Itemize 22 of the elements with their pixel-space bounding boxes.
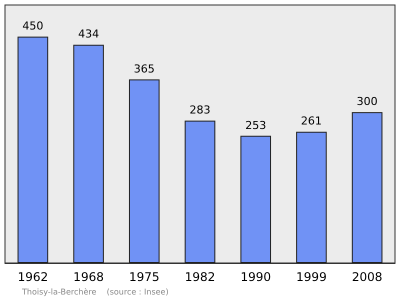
bar: [18, 36, 48, 263]
x-tick-label: 1962: [18, 270, 48, 284]
data-label: 450: [22, 20, 44, 33]
x-tick-label: 1999: [296, 270, 327, 284]
data-label: 365: [134, 62, 155, 76]
x-tick-label: 2008: [352, 270, 382, 284]
x-tick-label: 1990: [240, 270, 271, 284]
bar: [73, 44, 104, 263]
data-label: 434: [78, 28, 100, 41]
data-label: 300: [356, 95, 378, 108]
bar: [240, 136, 272, 263]
bar: [296, 132, 327, 263]
x-tick-label: 1982: [184, 270, 216, 284]
x-tick-label: 1968: [73, 270, 104, 284]
data-label: 283: [190, 104, 210, 117]
bar: [352, 112, 382, 263]
x-tick-label: 1975: [129, 270, 160, 284]
text: Thoisy-la-Berchère (source : Insee): [21, 288, 169, 296]
data-label: 261: [300, 114, 322, 128]
bar: [128, 79, 160, 263]
bar: [184, 120, 216, 263]
data-label: 253: [245, 118, 266, 132]
